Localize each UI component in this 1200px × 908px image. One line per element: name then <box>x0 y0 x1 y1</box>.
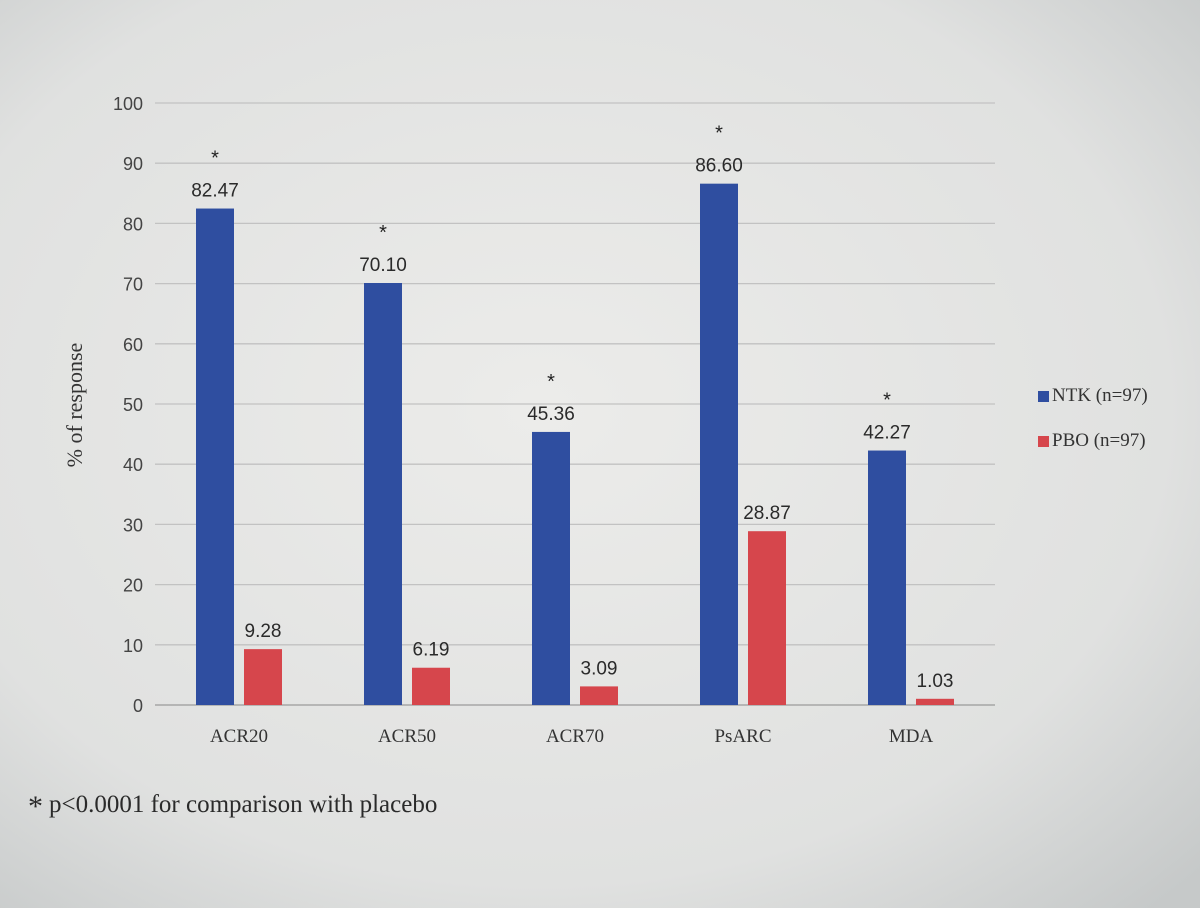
data-label: 3.09 <box>581 658 618 679</box>
bar-ntk-acr70 <box>532 431 570 705</box>
bar-ntk-psarc <box>700 183 738 706</box>
legend-label: NTK (n=97) <box>1052 385 1148 406</box>
y-tick-label: 40 <box>123 455 143 475</box>
data-label: 70.10 <box>359 255 407 276</box>
bar-ntk-acr50 <box>364 282 402 705</box>
x-tick-label: PsARC <box>714 726 771 747</box>
significance-marker: * <box>211 148 219 170</box>
grid-lines <box>155 102 995 706</box>
bar-pbo-mda <box>916 698 954 705</box>
significance-marker: * <box>715 123 723 145</box>
footnote-text: p<0.0001 for comparison with placebo <box>49 791 438 818</box>
data-label: 1.03 <box>917 671 954 692</box>
significance-marker: * <box>547 371 555 393</box>
y-tick-label: 80 <box>123 214 143 234</box>
data-label: 9.28 <box>245 621 282 642</box>
x-axis-ticks: ACR20 ACR50 ACR70 PsARC MDA <box>210 726 933 747</box>
bar-pbo-acr50 <box>412 667 450 705</box>
significance-marker: * <box>883 390 891 412</box>
bars <box>196 183 954 706</box>
y-tick-label: 20 <box>123 576 143 596</box>
legend-item: NTK (n=97) <box>1038 385 1148 407</box>
significance-marker: * <box>379 222 387 244</box>
data-label: 82.47 <box>191 181 239 202</box>
legend: NTK (n=97) PBO (n=97) <box>1038 385 1148 475</box>
data-label: 6.19 <box>413 640 450 661</box>
y-axis-label: % of response <box>62 343 87 468</box>
data-label: 42.27 <box>863 423 911 444</box>
y-tick-label: 90 <box>123 154 143 174</box>
data-labels: 82.47 9.28 * 70.10 6.19 * 45.36 3.09 * 86.60 28.87… <box>191 123 953 692</box>
footnote: * p<0.0001 for comparison with placebo <box>28 790 437 824</box>
bar-pbo-acr70 <box>580 686 618 705</box>
y-tick-label: 60 <box>123 335 143 355</box>
legend-swatch <box>1038 390 1049 402</box>
legend-label: PBO (n=97) <box>1052 430 1146 451</box>
data-label: 86.60 <box>695 156 743 177</box>
bar-pbo-psarc <box>748 531 786 705</box>
legend-item: PBO (n=97) <box>1038 430 1148 452</box>
y-tick-label: 70 <box>123 275 143 295</box>
y-tick-label: 30 <box>123 515 143 535</box>
x-tick-label: MDA <box>889 726 934 747</box>
x-tick-label: ACR70 <box>546 726 604 747</box>
y-tick-label: 0 <box>133 696 143 716</box>
bar-ntk-mda <box>868 450 906 705</box>
x-tick-label: ACR50 <box>378 726 436 747</box>
y-tick-label: 50 <box>123 395 143 415</box>
data-label: 45.36 <box>527 404 575 425</box>
legend-swatch <box>1038 435 1049 447</box>
footnote-marker: * <box>28 790 43 823</box>
bar-pbo-acr20 <box>244 649 282 705</box>
y-axis-ticks: 0 10 20 30 40 50 60 70 80 90 100 <box>113 94 143 716</box>
y-tick-label: 10 <box>123 636 143 656</box>
y-tick-label: 100 <box>113 94 143 114</box>
bar-ntk-acr20 <box>196 208 234 706</box>
x-tick-label: ACR20 <box>210 726 268 747</box>
data-label: 28.87 <box>743 503 791 524</box>
